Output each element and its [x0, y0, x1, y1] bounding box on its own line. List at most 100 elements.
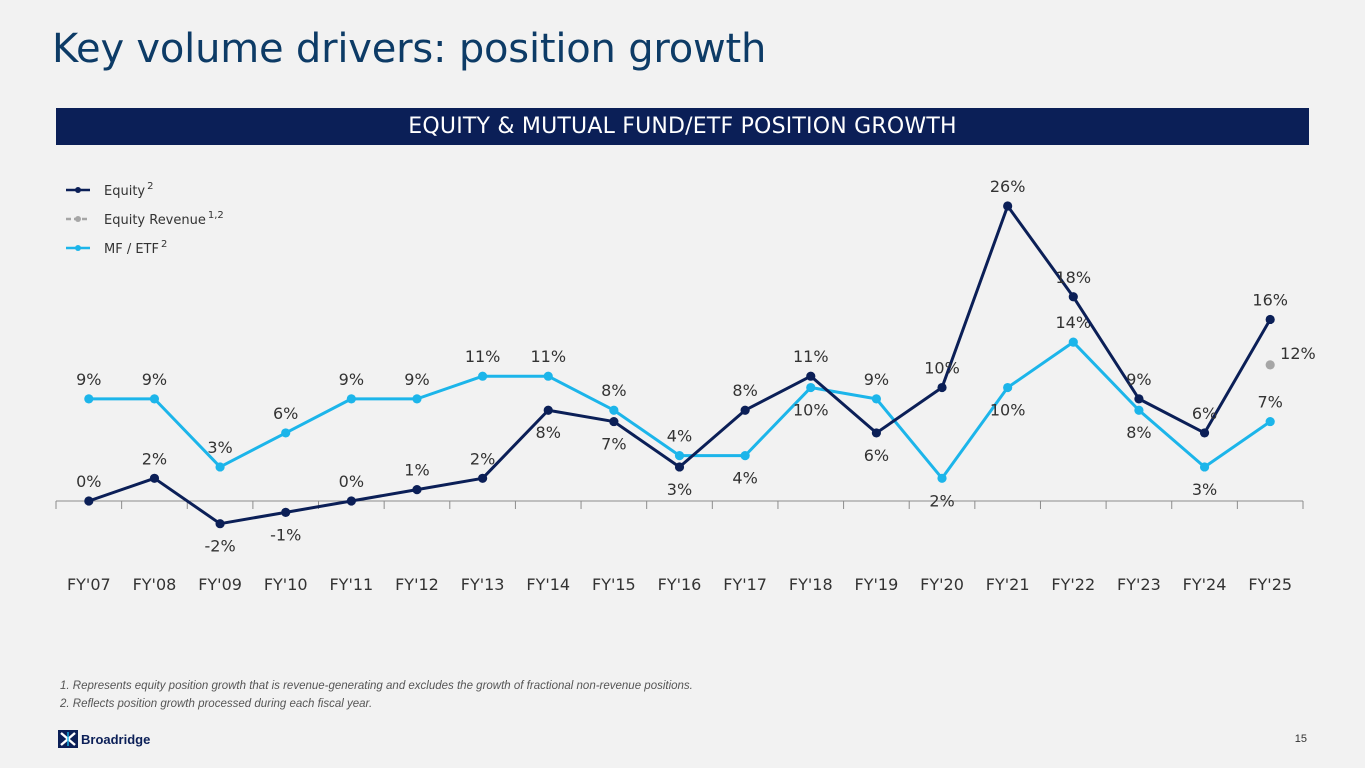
- page-number: 15: [1294, 733, 1307, 745]
- x-tick-label: FY'25: [1248, 575, 1292, 594]
- data-point: [674, 451, 685, 461]
- data-point: [281, 507, 291, 517]
- data-label: 9%: [76, 370, 101, 389]
- x-tick-label: FY'14: [526, 575, 570, 594]
- data-point: [1265, 314, 1275, 325]
- chart-banner: EQUITY & MUTUAL FUND/ETF POSITION GROWTH: [56, 108, 1309, 145]
- broadridge-logo: Broadridge: [58, 730, 150, 748]
- data-point: [609, 416, 619, 427]
- broadridge-mark-icon: [58, 730, 78, 748]
- data-point: [1199, 428, 1210, 438]
- legend-marker: [75, 187, 81, 193]
- x-tick-label: FY'24: [1183, 575, 1227, 594]
- data-label: 8%: [536, 423, 561, 442]
- data-point: [674, 462, 685, 472]
- data-label: -1%: [270, 525, 301, 544]
- footnote-2: 2. Reflects position growth processed du…: [60, 698, 373, 710]
- position-growth-chart: FY'07 FY'08 FY'09 FY'10 FY'11 FY'12 FY'13 FY'14…: [55, 177, 1316, 594]
- data-label: 8%: [732, 381, 757, 400]
- data-label: 11%: [465, 347, 501, 366]
- data-point: [149, 473, 160, 483]
- x-tick-label: FY'18: [789, 575, 833, 594]
- data-label: 2%: [929, 491, 954, 510]
- data-label: 2%: [470, 449, 495, 468]
- legend-marker: [75, 245, 81, 251]
- data-point: [806, 382, 816, 393]
- data-label: 1%: [404, 461, 429, 480]
- data-point: [871, 428, 881, 438]
- data-point: [281, 428, 291, 438]
- x-tick-label: FY'09: [198, 575, 242, 594]
- x-tick-label: FY'12: [395, 575, 439, 594]
- x-tick-label: FY'16: [658, 575, 702, 594]
- x-tick-label: FY'08: [133, 575, 177, 594]
- data-label: 14%: [1056, 313, 1092, 332]
- data-point: [543, 371, 553, 381]
- data-point: [740, 405, 750, 415]
- legend-superscript: 2: [161, 239, 167, 250]
- data-label: 12%: [1280, 344, 1316, 363]
- data-point: [543, 405, 553, 415]
- x-tick-label: FY'07: [67, 575, 111, 594]
- data-label: 9%: [1126, 370, 1151, 389]
- data-label: 10%: [924, 359, 960, 378]
- data-label: 11%: [793, 347, 829, 366]
- data-label: 6%: [1192, 404, 1217, 423]
- data-point: [478, 473, 488, 483]
- data-point: [1134, 405, 1144, 415]
- data-label: 10%: [990, 401, 1026, 420]
- legend-label: Equity Revenue: [104, 213, 206, 228]
- legend-marker: [75, 216, 81, 222]
- x-tick-label: FY'23: [1117, 575, 1161, 594]
- data-point: [609, 405, 619, 415]
- data-label: 6%: [864, 446, 889, 465]
- data-point: [412, 394, 422, 404]
- data-point: [871, 394, 881, 404]
- x-tick-label: FY'21: [986, 575, 1030, 594]
- data-point: [1068, 337, 1078, 347]
- x-tick-label: FY'20: [920, 575, 964, 594]
- data-point: [215, 462, 225, 472]
- data-point: [1265, 416, 1275, 427]
- series-line-0: [88, 204, 1272, 526]
- x-tick-label: FY'19: [855, 575, 899, 594]
- data-label: 3%: [667, 480, 692, 499]
- data-label: 8%: [601, 381, 626, 400]
- logo-text: Broadridge: [81, 731, 151, 747]
- data-label: 2%: [142, 449, 167, 468]
- data-label: 18%: [1056, 268, 1092, 287]
- data-label: -2%: [205, 537, 236, 556]
- data-point: [1003, 382, 1013, 393]
- data-label: 8%: [1126, 423, 1151, 442]
- data-label: 10%: [793, 401, 829, 420]
- data-label: 3%: [207, 438, 232, 457]
- data-label: 4%: [667, 427, 692, 446]
- x-tick-label: FY'22: [1051, 575, 1095, 594]
- data-label: 11%: [530, 347, 566, 366]
- data-point: [806, 371, 816, 381]
- legend-superscript: 1,2: [208, 210, 224, 221]
- x-tick-label: FY'11: [329, 575, 373, 594]
- data-label: 0%: [76, 472, 101, 491]
- data-label: 9%: [864, 370, 889, 389]
- data-label: 7%: [601, 435, 626, 454]
- data-label: 9%: [404, 370, 429, 389]
- data-point: [412, 485, 422, 495]
- data-label: 9%: [339, 370, 364, 389]
- data-label: 4%: [732, 469, 757, 488]
- data-point: [215, 519, 225, 529]
- data-label: 6%: [273, 404, 298, 423]
- data-point: [1134, 394, 1144, 404]
- data-point: [1265, 360, 1275, 370]
- x-tick-label: FY'13: [461, 575, 505, 594]
- data-point: [1199, 462, 1210, 472]
- legend-superscript: 2: [147, 181, 153, 192]
- data-point: [1068, 292, 1078, 302]
- data-point: [1003, 201, 1013, 211]
- data-point: [740, 451, 750, 461]
- data-label: 0%: [339, 472, 364, 491]
- data-point: [149, 394, 160, 404]
- data-point: [346, 394, 356, 404]
- data-label: 7%: [1257, 393, 1282, 412]
- data-label: 16%: [1252, 290, 1288, 309]
